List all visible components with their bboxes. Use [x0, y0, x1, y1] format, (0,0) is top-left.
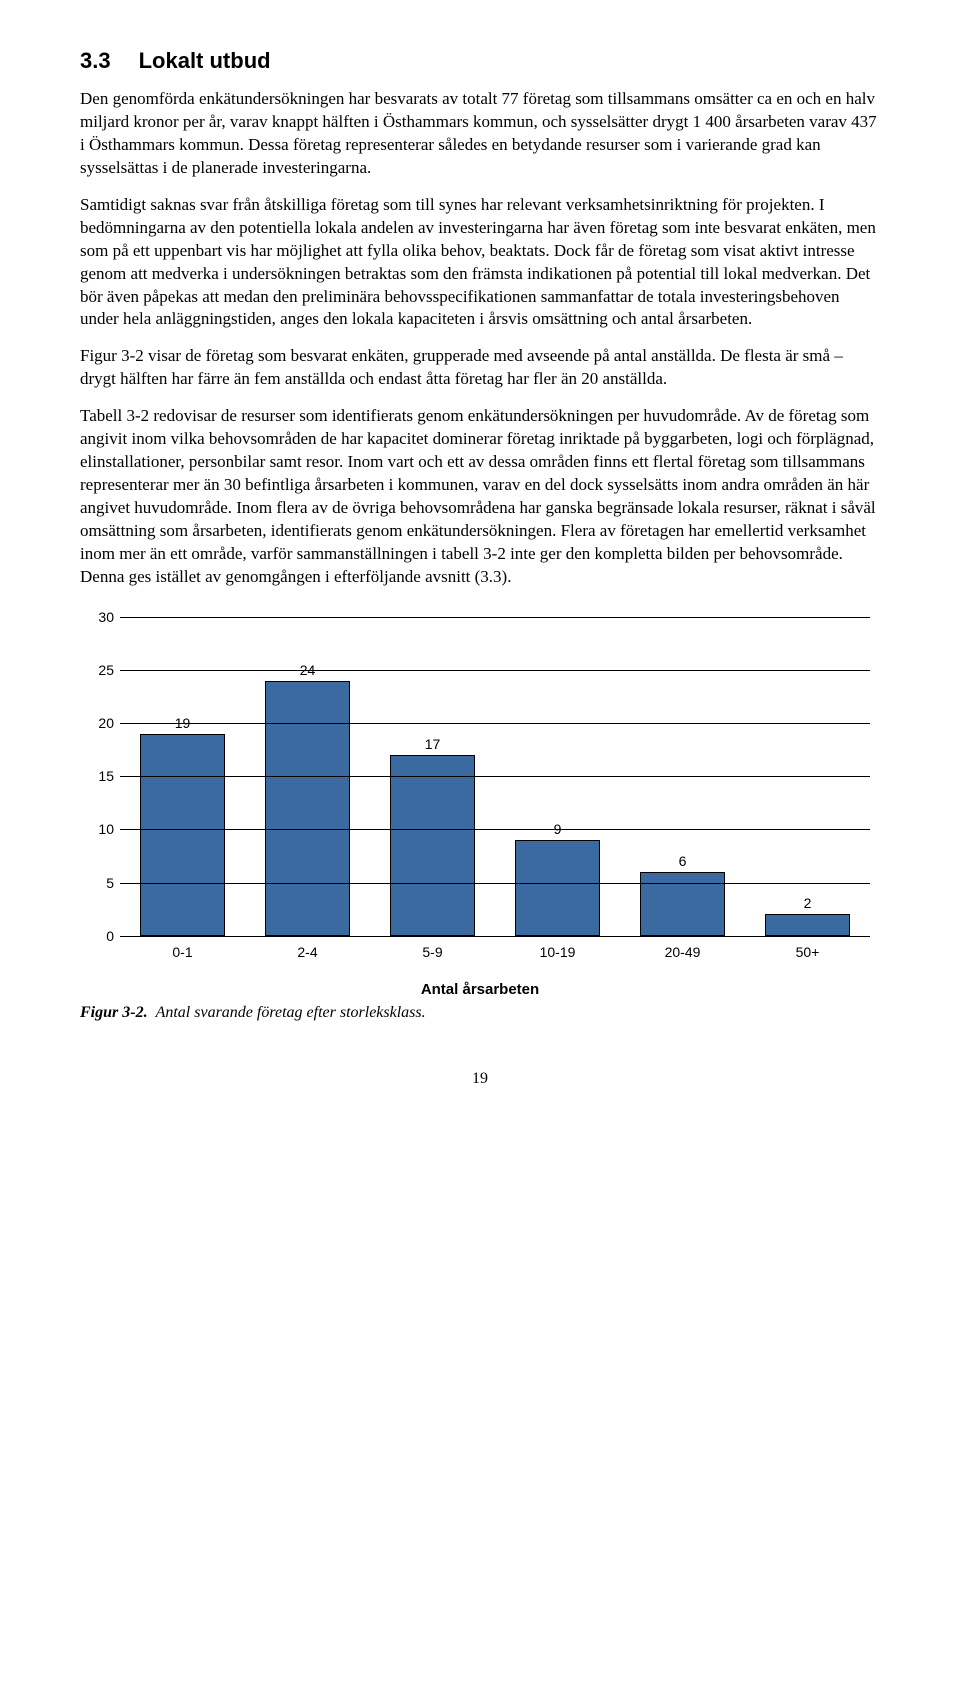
- chart-gridline: [120, 617, 870, 618]
- bar: 2: [765, 914, 850, 935]
- bar-value-label: 6: [641, 853, 724, 869]
- chart-gridline: [120, 883, 870, 884]
- bar-value-label: 17: [391, 736, 474, 752]
- x-tick-label: 20-49: [620, 944, 745, 960]
- bar: 24: [265, 681, 350, 936]
- y-tick-label: 30: [86, 609, 114, 625]
- body-paragraph: Samtidigt saknas svar från åtskilliga fö…: [80, 194, 880, 332]
- section-heading: 3.3 Lokalt utbud: [80, 48, 880, 74]
- figure-caption: Figur 3-2. Antal svarande företag efter …: [80, 1004, 880, 1022]
- figure-3-2: 19 0-1 24 2-4 17 5-9 9 10-19 6 20-49 2 50+ 0 5 10 15 20…: [80, 617, 880, 1022]
- bar-chart: 19 0-1 24 2-4 17 5-9 9 10-19 6 20-49 2 50+ 0 5 10 15 20…: [80, 617, 880, 977]
- chart-gridline: [120, 936, 870, 937]
- body-paragraph: Tabell 3-2 redovisar de resurser som ide…: [80, 405, 880, 589]
- y-tick-label: 25: [86, 662, 114, 678]
- bar: 9: [515, 840, 600, 936]
- chart-gridline: [120, 829, 870, 830]
- y-tick-label: 15: [86, 768, 114, 784]
- figure-label: Figur 3-2.: [80, 1004, 148, 1021]
- x-tick-label: 50+: [745, 944, 870, 960]
- x-tick-label: 5-9: [370, 944, 495, 960]
- bar: 6: [640, 872, 725, 936]
- y-tick-label: 0: [86, 928, 114, 944]
- page-number: 19: [80, 1070, 880, 1088]
- bar-value-label: 2: [766, 895, 849, 911]
- y-tick-label: 20: [86, 715, 114, 731]
- bar: 19: [140, 734, 225, 936]
- x-tick-label: 0-1: [120, 944, 245, 960]
- y-tick-label: 5: [86, 875, 114, 891]
- body-paragraph: Figur 3-2 visar de företag som besvarat …: [80, 345, 880, 391]
- x-axis-title: Antal årsarbeten: [80, 981, 880, 998]
- x-tick-label: 2-4: [245, 944, 370, 960]
- bar: 17: [390, 755, 475, 936]
- chart-plot-area: 190-1242-4175-9910-19620-49250+ 05101520…: [120, 617, 870, 937]
- chart-gridline: [120, 670, 870, 671]
- y-tick-label: 10: [86, 821, 114, 837]
- chart-gridline: [120, 723, 870, 724]
- x-tick-label: 10-19: [495, 944, 620, 960]
- body-paragraph: Den genomförda enkätundersökningen har b…: [80, 88, 880, 180]
- chart-gridline: [120, 776, 870, 777]
- section-title: Lokalt utbud: [139, 48, 271, 73]
- section-number: 3.3: [80, 48, 111, 73]
- figure-caption-text: Antal svarande företag efter storlekskla…: [156, 1004, 426, 1021]
